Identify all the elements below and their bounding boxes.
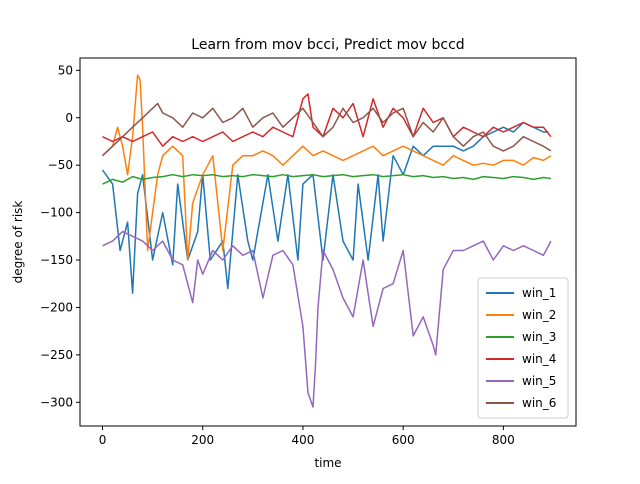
legend: win_1 win_2 win_3 win_4 win_5 win_6 [477, 277, 569, 419]
x-tick-label: 400 [291, 433, 314, 447]
x-tick-label: 0 [99, 433, 107, 447]
y-axis: 50 0 −50 −100 −150 −200 −250 −300 [40, 63, 80, 409]
y-axis-label: degree of risk [11, 201, 25, 284]
x-axis: 0 200 400 600 800 [99, 426, 515, 447]
chart-title: Learn from mov bcci, Predict mov bccd [191, 37, 464, 53]
y-tick-label: −50 [48, 158, 73, 172]
legend-box [477, 277, 569, 419]
y-tick-label: −200 [40, 300, 73, 314]
y-tick-label: −300 [40, 395, 73, 409]
legend-label: win_1 [522, 286, 556, 300]
legend-label: win_2 [522, 308, 556, 322]
x-axis-label: time [314, 456, 341, 470]
x-tick-label: 800 [492, 433, 515, 447]
plot-frame [79, 57, 577, 427]
y-tick-label: −250 [40, 348, 73, 362]
series-line-win-5 [102, 230, 552, 408]
legend-label: win_3 [522, 330, 556, 344]
legend-label: win_6 [522, 396, 556, 410]
series-line-win-2 [101, 74, 552, 261]
y-tick-label: 50 [58, 63, 73, 77]
y-tick-label: −100 [40, 206, 73, 220]
legend-label: win_4 [522, 352, 556, 366]
legend-label: win_5 [522, 374, 556, 388]
series-line-win-3 [102, 173, 551, 185]
x-tick-label: 200 [191, 433, 214, 447]
series-line-win-6 [101, 102, 552, 157]
x-tick-label: 600 [392, 433, 415, 447]
y-tick-label: 0 [65, 111, 73, 125]
y-tick-label: −150 [40, 253, 73, 267]
